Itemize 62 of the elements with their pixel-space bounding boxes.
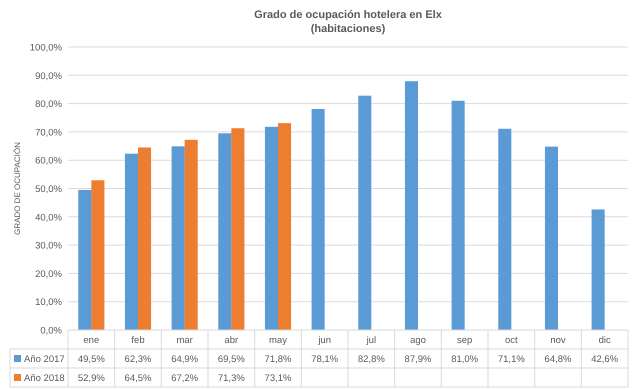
- x-tick-label: dic: [598, 335, 611, 346]
- data-label: 82,8%: [358, 354, 386, 365]
- bar: [278, 123, 292, 330]
- y-tick-label: 20,0%: [35, 268, 63, 280]
- x-tick-label: feb: [131, 335, 145, 346]
- x-tick-label: sep: [457, 335, 472, 346]
- x-tick-label: mar: [176, 335, 193, 346]
- data-label: 42,6%: [591, 354, 619, 365]
- y-tick-label: 90,0%: [35, 70, 63, 82]
- legend-label: Año 2017: [24, 354, 65, 365]
- data-label: 78,1%: [311, 354, 339, 365]
- bar: [138, 147, 152, 330]
- x-tick-label: ago: [410, 335, 426, 346]
- x-tick-label: abr: [224, 335, 238, 346]
- bar: [184, 140, 198, 330]
- bar: [358, 96, 372, 330]
- x-tick-label: nov: [550, 335, 566, 346]
- data-label: 87,9%: [404, 354, 432, 365]
- bar: [264, 126, 278, 330]
- x-tick-label: ene: [83, 335, 100, 346]
- data-label: 67,2%: [171, 373, 199, 384]
- y-tick-label: 80,0%: [35, 99, 63, 110]
- data-label: 64,5%: [124, 373, 152, 384]
- y-tick-label: 100,0%: [30, 42, 63, 54]
- data-label: 71,8%: [264, 354, 292, 365]
- y-tick-label: 30,0%: [35, 240, 63, 252]
- data-label: 64,8%: [544, 354, 572, 365]
- bar: [544, 146, 558, 330]
- bar: [404, 81, 418, 330]
- data-label: 71,3%: [218, 373, 246, 384]
- y-tick-label: 70,0%: [35, 127, 63, 138]
- bar: [91, 180, 104, 330]
- y-tick-label: 40,0%: [35, 212, 63, 224]
- x-tick-label: may: [269, 335, 288, 346]
- bar: [218, 133, 232, 330]
- data-label: 71,1%: [498, 354, 526, 365]
- data-label: 52,9%: [78, 373, 106, 384]
- legend-label: Año 2018: [24, 373, 65, 384]
- data-label: 62,3%: [124, 354, 152, 365]
- y-tick-label: 50,0%: [35, 184, 63, 195]
- y-axis-title: GRADO DE OCUPACIÓN: [13, 142, 22, 235]
- data-label: 64,9%: [171, 354, 199, 365]
- data-label: 81,0%: [451, 354, 479, 365]
- bar: [312, 108, 325, 330]
- x-tick-label: jun: [317, 335, 332, 346]
- bar: [78, 190, 92, 330]
- data-label: 73,1%: [264, 373, 292, 384]
- chart-title: Grado de ocupación hotelera en Elx: [254, 9, 443, 21]
- bar: [592, 209, 605, 330]
- chart-subtitle: (habitaciones): [310, 23, 386, 35]
- y-tick-label: 10,0%: [35, 297, 63, 308]
- bar: [452, 100, 465, 330]
- y-tick-label: 0,0%: [40, 326, 63, 336]
- bar: [231, 128, 244, 330]
- bar: [498, 128, 512, 330]
- x-tick-label: jul: [366, 335, 376, 346]
- bar: [172, 146, 185, 330]
- y-tick-label: 60,0%: [35, 156, 63, 167]
- data-label: 69,5%: [218, 354, 246, 365]
- bar: [124, 154, 138, 330]
- data-label: 49,5%: [78, 354, 106, 365]
- x-tick-label: oct: [504, 335, 518, 346]
